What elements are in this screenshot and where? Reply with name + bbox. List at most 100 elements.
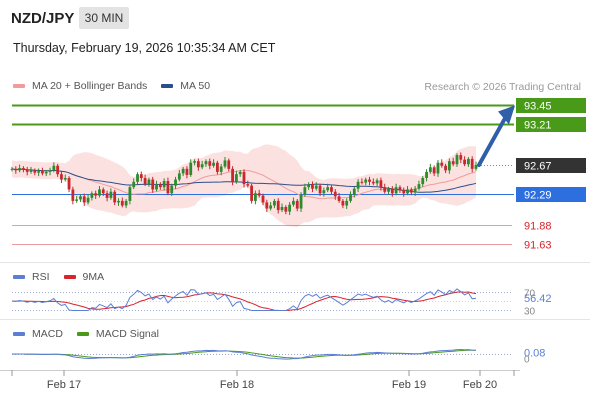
candle-up	[474, 165, 478, 169]
legend-item-macd: MACD	[13, 328, 63, 340]
candle-down	[459, 155, 463, 160]
candle-down	[67, 178, 71, 190]
x-tick-label: Feb 17	[47, 379, 81, 391]
candle-down	[383, 187, 387, 192]
candle-up	[10, 168, 14, 170]
forecast-arrow-head	[498, 105, 515, 125]
candle-down	[311, 184, 314, 189]
candle-down	[166, 181, 170, 194]
candle-up	[162, 181, 166, 188]
candle-up	[223, 160, 227, 167]
candle-down	[94, 193, 98, 196]
candle-up	[254, 193, 257, 201]
candle-up	[413, 188, 417, 193]
candle-down	[71, 189, 75, 201]
rsi-pane: 70 30 56.42	[11, 288, 552, 318]
candle-up	[29, 170, 33, 172]
level-label: 91.63	[524, 240, 552, 252]
candle-up	[425, 171, 428, 178]
candle-up	[345, 200, 349, 206]
candle-down	[196, 161, 200, 168]
candle-down	[409, 189, 413, 193]
candle-down	[242, 171, 246, 185]
candle-down	[82, 196, 86, 203]
chart-header: NZD/JPY 30 MIN	[0, 0, 590, 36]
candle-up	[349, 194, 352, 201]
candle-down	[379, 180, 383, 188]
candle-down	[444, 165, 447, 171]
candle-down	[333, 191, 337, 197]
level-tag-label: 93.21	[524, 120, 552, 132]
candle-up	[193, 161, 196, 163]
candle-up	[117, 200, 120, 203]
macd-value-label: 0.08	[524, 347, 545, 359]
level-tag-label: 92.67	[524, 161, 552, 173]
candle-down	[60, 174, 63, 180]
candle-down	[14, 168, 18, 171]
x-axis: Feb 17 Feb 18 Feb 19 Feb 20	[11, 370, 515, 391]
symbol-label: NZD/JPY	[11, 10, 75, 27]
candle-up	[307, 184, 311, 188]
rsi-line	[11, 288, 477, 311]
candle-down	[261, 195, 265, 203]
candle-up	[90, 193, 94, 198]
candle-up	[303, 187, 307, 195]
candle-up	[109, 191, 113, 198]
candle-down	[56, 165, 60, 175]
candlesticks	[10, 152, 478, 216]
candle-up	[292, 200, 295, 205]
candle-up	[128, 187, 132, 201]
candle-up	[352, 188, 356, 195]
candle-down	[208, 161, 212, 166]
level-tag-pivot	[516, 187, 586, 202]
rsi-legend: RSI 9MA	[13, 271, 118, 283]
candle-up	[280, 207, 284, 211]
candle-down	[432, 167, 436, 174]
candle-up	[189, 162, 193, 175]
candle-down	[265, 202, 269, 209]
rsi-9ma-line	[11, 291, 477, 311]
candle-down	[398, 187, 402, 191]
candle-up	[204, 161, 208, 165]
candle-down	[120, 200, 124, 206]
candle-up	[181, 168, 185, 174]
candle-down	[341, 200, 345, 206]
candle-up	[124, 200, 128, 206]
candle-down	[330, 187, 333, 192]
level-label: 91.88	[524, 221, 552, 233]
legend-item-ma50: MA 50	[161, 80, 210, 92]
candle-up	[132, 181, 136, 188]
candle-up	[356, 181, 360, 189]
candle-down	[250, 185, 254, 201]
candle-down	[139, 174, 143, 178]
timeframe-button[interactable]: 30 MIN	[79, 7, 129, 29]
candle-up	[48, 170, 52, 172]
candle-up	[79, 196, 82, 200]
candle-up	[421, 178, 425, 185]
chart-frame	[0, 262, 590, 371]
level-tag-resistance	[516, 117, 586, 132]
macd-line	[11, 348, 477, 360]
candle-down	[470, 158, 474, 169]
candle-up	[375, 180, 379, 184]
candle-down	[440, 162, 444, 166]
candle-down	[360, 181, 364, 183]
candle-up	[364, 179, 368, 183]
candle-up	[314, 185, 318, 189]
candle-up	[394, 187, 398, 194]
legend-item-ma20-bollinger: MA 20 + Bollinger Bands	[13, 80, 147, 92]
candle-up	[37, 171, 41, 173]
candle-up	[219, 166, 223, 172]
candle-down	[105, 193, 109, 198]
candle-up	[136, 174, 139, 182]
candle-up	[273, 200, 276, 206]
candle-down	[151, 179, 155, 190]
candle-up	[44, 171, 48, 174]
candle-down	[284, 207, 288, 212]
candle-up	[212, 162, 215, 166]
rsi-value-label: 56.42	[524, 293, 552, 305]
candle-down	[402, 190, 406, 194]
forecast-arrow-shaft	[477, 114, 508, 168]
candle-up	[387, 188, 390, 192]
candle-up	[428, 167, 432, 172]
